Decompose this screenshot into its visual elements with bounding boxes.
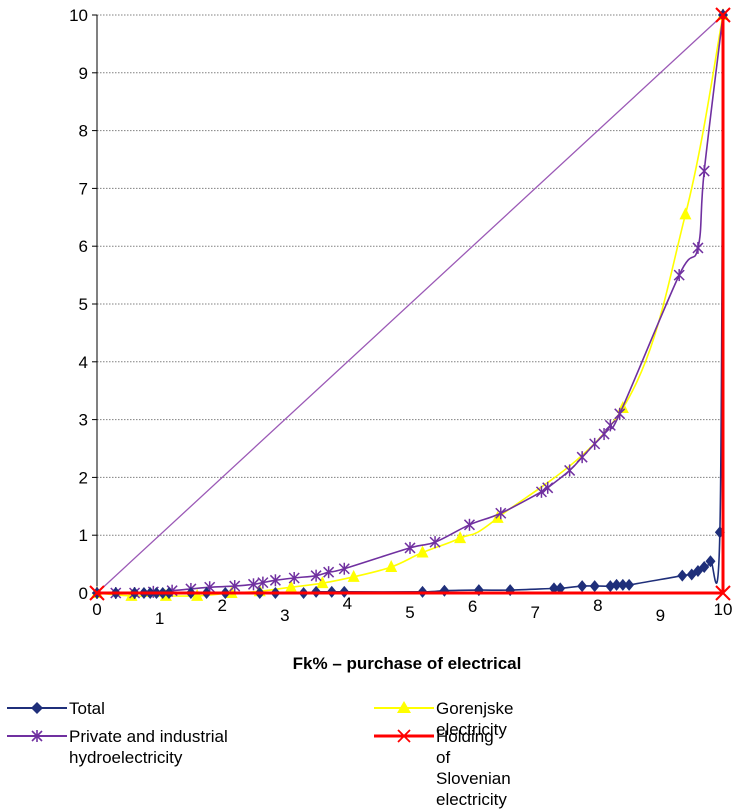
data-point-total	[439, 584, 450, 597]
legend-label-gorenjske: Gorenjske electricity	[436, 699, 514, 739]
data-point-gorenjske	[285, 580, 298, 593]
y-tick-label: 10	[69, 6, 88, 25]
grid-lines	[97, 14, 723, 536]
y-tick-label: 8	[79, 122, 88, 141]
data-point-private	[247, 578, 260, 591]
y-tick-label: 6	[79, 237, 88, 256]
x-tick-label: 3	[280, 606, 289, 625]
data-point-gorenjske	[347, 569, 360, 582]
data-point-total	[699, 560, 710, 573]
data-point-total	[548, 582, 559, 595]
chart: 0 1 2 3 4 5 6 7 8 9 10 0 1 2 3 4 5 6 7 8 9 10 Fk% – purchase …	[69, 6, 732, 673]
legend-label-total: Total	[69, 699, 105, 718]
data-point-private	[598, 428, 610, 441]
legend-item-holding: Holding of Slovenian electricity	[372, 726, 511, 810]
data-point-private	[404, 541, 416, 554]
y-tick-label: 3	[79, 411, 88, 430]
data-point-gorenjske	[679, 207, 692, 220]
y-tick-label: 0	[79, 584, 88, 603]
legend-label-private: Private and industrial hydroelectricity	[69, 727, 228, 767]
data-point-private	[604, 419, 616, 432]
data-point-holding	[89, 585, 105, 601]
data-point-private	[698, 165, 710, 178]
data-point-total	[611, 578, 622, 591]
data-point-private	[589, 437, 601, 450]
data-point-private	[229, 580, 241, 593]
data-point-total	[617, 578, 628, 591]
x-tick-label: 10	[714, 600, 733, 619]
data-point-gorenjske	[454, 531, 467, 544]
data-point-gorenjske	[191, 588, 204, 601]
legend-item-private: Private and industrial hydroelectricity	[5, 726, 289, 768]
data-point-private	[576, 451, 588, 464]
data-point-private	[692, 241, 704, 254]
x-axis-label: Fk% – purchase of electrical	[293, 654, 522, 673]
data-point-total	[605, 580, 616, 593]
data-point-total	[705, 555, 716, 568]
x-tick-label: 5	[405, 603, 414, 622]
legend-swatch-private	[7, 730, 67, 742]
x-tick-label: 7	[530, 603, 539, 622]
legend-label-holding: Holding of Slovenian electricity	[436, 727, 511, 809]
legend-item-total: Total	[5, 698, 105, 719]
x-tick-label: 4	[343, 594, 352, 613]
data-point-total	[677, 569, 688, 582]
data-point-private	[564, 464, 576, 477]
series-holding	[89, 7, 731, 601]
y-tick-label: 1	[79, 526, 88, 545]
data-point-private	[323, 566, 335, 579]
y-tick-label: 2	[79, 468, 88, 487]
data-point-private	[257, 576, 269, 589]
data-point-private	[269, 574, 281, 587]
legend-swatch-holding	[374, 729, 434, 743]
data-point-total	[589, 580, 600, 593]
data-point-total	[555, 582, 566, 595]
series-equality-line	[96, 14, 724, 594]
data-point-holding	[715, 585, 731, 601]
x-tick-label: 1	[155, 609, 164, 628]
x-tick-label: 9	[656, 606, 665, 625]
x-tick-label: 0	[92, 600, 101, 619]
data-point-private	[495, 507, 507, 520]
x-tick-label: 8	[593, 596, 602, 615]
data-point-private	[673, 269, 685, 282]
tick-labels: 0 1 2 3 4 5 6 7 8 9 10 0 1 2 3 4 5 6 7 8 9 10	[69, 6, 732, 628]
legend-swatch-gorenjske	[374, 701, 434, 713]
x-tick-label: 2	[217, 596, 226, 615]
y-tick-label: 4	[79, 353, 88, 372]
legend-item-gorenjske: Gorenjske electricity	[372, 698, 513, 740]
y-tick-label: 7	[79, 179, 88, 198]
data-point-holding	[715, 7, 731, 23]
series-equality-line-line	[96, 14, 724, 594]
data-point-private	[614, 407, 626, 420]
data-point-private	[463, 518, 476, 531]
series-layer	[89, 7, 731, 601]
data-point-private	[338, 562, 350, 575]
data-point-private	[288, 571, 300, 584]
x-tick-label: 6	[468, 597, 477, 616]
data-point-private	[310, 569, 322, 582]
legend-swatch-total	[7, 702, 67, 714]
data-point-gorenjske	[385, 559, 398, 572]
data-point-private	[429, 536, 441, 549]
data-point-private	[535, 485, 547, 498]
y-tick-label: 9	[79, 64, 88, 83]
data-point-total	[577, 580, 588, 593]
data-point-private	[542, 481, 554, 494]
data-point-gorenjske	[316, 576, 329, 589]
data-point-gorenjske	[416, 545, 429, 558]
y-tick-label: 5	[79, 295, 88, 314]
data-point-total	[624, 578, 635, 591]
